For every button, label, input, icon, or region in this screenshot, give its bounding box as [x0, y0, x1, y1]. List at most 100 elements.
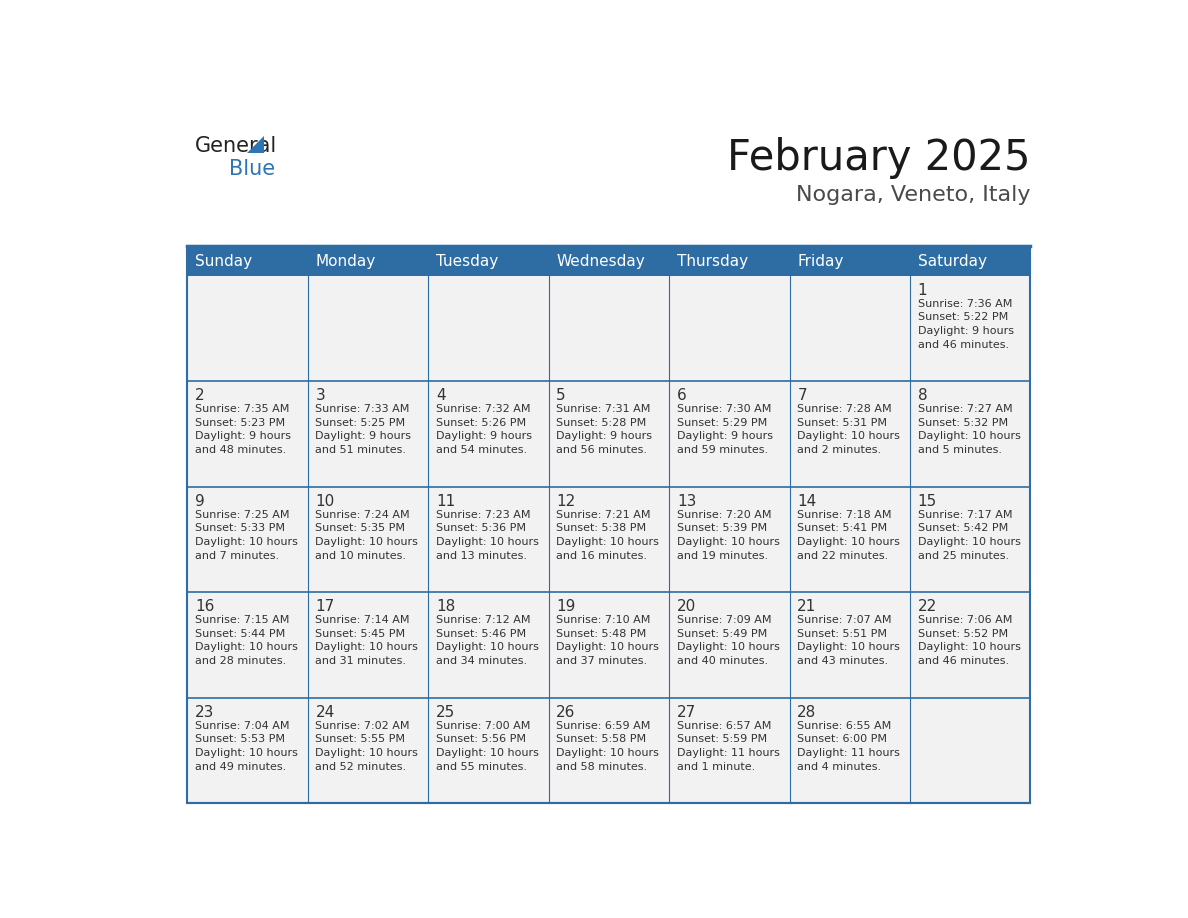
Bar	[549, 487, 669, 592]
Bar	[308, 487, 428, 592]
Text: Sunrise: 7:02 AM
Sunset: 5:55 PM
Daylight: 10 hours
and 52 minutes.: Sunrise: 7:02 AM Sunset: 5:55 PM Dayligh…	[316, 721, 418, 771]
Text: Blue: Blue	[229, 159, 276, 179]
Text: Sunrise: 7:17 AM
Sunset: 5:42 PM
Daylight: 10 hours
and 25 minutes.: Sunrise: 7:17 AM Sunset: 5:42 PM Dayligh…	[918, 509, 1020, 561]
Text: Sunrise: 7:15 AM
Sunset: 5:44 PM
Daylight: 10 hours
and 28 minutes.: Sunrise: 7:15 AM Sunset: 5:44 PM Dayligh…	[195, 615, 298, 666]
Bar	[188, 246, 1030, 275]
Text: Sunrise: 7:27 AM
Sunset: 5:32 PM
Daylight: 10 hours
and 5 minutes.: Sunrise: 7:27 AM Sunset: 5:32 PM Dayligh…	[918, 404, 1020, 455]
Text: 7: 7	[797, 388, 807, 403]
Bar	[308, 698, 428, 803]
Text: Sunrise: 7:00 AM
Sunset: 5:56 PM
Daylight: 10 hours
and 55 minutes.: Sunrise: 7:00 AM Sunset: 5:56 PM Dayligh…	[436, 721, 539, 771]
Text: 12: 12	[556, 494, 576, 509]
Text: 10: 10	[316, 494, 335, 509]
Bar	[428, 592, 549, 698]
Text: Sunrise: 7:09 AM
Sunset: 5:49 PM
Daylight: 10 hours
and 40 minutes.: Sunrise: 7:09 AM Sunset: 5:49 PM Dayligh…	[677, 615, 779, 666]
Bar	[790, 275, 910, 381]
Bar	[669, 275, 790, 381]
Text: Sunrise: 6:59 AM
Sunset: 5:58 PM
Daylight: 10 hours
and 58 minutes.: Sunrise: 6:59 AM Sunset: 5:58 PM Dayligh…	[556, 721, 659, 771]
Text: Sunrise: 7:33 AM
Sunset: 5:25 PM
Daylight: 9 hours
and 51 minutes.: Sunrise: 7:33 AM Sunset: 5:25 PM Dayligh…	[316, 404, 411, 455]
Text: 26: 26	[556, 705, 576, 720]
Text: 15: 15	[918, 494, 937, 509]
Bar	[910, 592, 1030, 698]
Text: Sunrise: 7:35 AM
Sunset: 5:23 PM
Daylight: 9 hours
and 48 minutes.: Sunrise: 7:35 AM Sunset: 5:23 PM Dayligh…	[195, 404, 291, 455]
Bar	[308, 275, 428, 381]
Text: 27: 27	[677, 705, 696, 720]
Text: 8: 8	[918, 388, 928, 403]
Text: Sunrise: 7:06 AM
Sunset: 5:52 PM
Daylight: 10 hours
and 46 minutes.: Sunrise: 7:06 AM Sunset: 5:52 PM Dayligh…	[918, 615, 1020, 666]
Bar	[188, 275, 308, 381]
Bar	[188, 698, 308, 803]
Text: Wednesday: Wednesday	[556, 253, 645, 269]
Text: Thursday: Thursday	[677, 253, 748, 269]
Text: 1: 1	[918, 283, 928, 297]
Bar	[669, 487, 790, 592]
Bar	[910, 275, 1030, 381]
Text: 11: 11	[436, 494, 455, 509]
Text: 21: 21	[797, 599, 816, 614]
Text: Sunrise: 7:32 AM
Sunset: 5:26 PM
Daylight: 9 hours
and 54 minutes.: Sunrise: 7:32 AM Sunset: 5:26 PM Dayligh…	[436, 404, 532, 455]
Text: 4: 4	[436, 388, 446, 403]
Text: 23: 23	[195, 705, 214, 720]
Text: Sunrise: 7:20 AM
Sunset: 5:39 PM
Daylight: 10 hours
and 19 minutes.: Sunrise: 7:20 AM Sunset: 5:39 PM Dayligh…	[677, 509, 779, 561]
Text: Sunrise: 7:31 AM
Sunset: 5:28 PM
Daylight: 9 hours
and 56 minutes.: Sunrise: 7:31 AM Sunset: 5:28 PM Dayligh…	[556, 404, 652, 455]
Text: 17: 17	[316, 599, 335, 614]
Text: Sunrise: 7:24 AM
Sunset: 5:35 PM
Daylight: 10 hours
and 10 minutes.: Sunrise: 7:24 AM Sunset: 5:35 PM Dayligh…	[316, 509, 418, 561]
Text: 28: 28	[797, 705, 816, 720]
Bar	[188, 381, 308, 487]
Bar	[910, 698, 1030, 803]
Text: Sunrise: 7:21 AM
Sunset: 5:38 PM
Daylight: 10 hours
and 16 minutes.: Sunrise: 7:21 AM Sunset: 5:38 PM Dayligh…	[556, 509, 659, 561]
Bar	[549, 381, 669, 487]
Bar	[549, 275, 669, 381]
Text: Sunrise: 7:14 AM
Sunset: 5:45 PM
Daylight: 10 hours
and 31 minutes.: Sunrise: 7:14 AM Sunset: 5:45 PM Dayligh…	[316, 615, 418, 666]
Text: Saturday: Saturday	[918, 253, 987, 269]
Bar	[790, 487, 910, 592]
Bar	[308, 592, 428, 698]
Text: Monday: Monday	[316, 253, 375, 269]
Text: 9: 9	[195, 494, 204, 509]
Bar	[428, 487, 549, 592]
Text: Nogara, Veneto, Italy: Nogara, Veneto, Italy	[796, 185, 1030, 205]
Text: 5: 5	[556, 388, 565, 403]
Text: Sunrise: 7:30 AM
Sunset: 5:29 PM
Daylight: 9 hours
and 59 minutes.: Sunrise: 7:30 AM Sunset: 5:29 PM Dayligh…	[677, 404, 773, 455]
Bar	[669, 698, 790, 803]
Bar	[308, 381, 428, 487]
Text: 2: 2	[195, 388, 204, 403]
Text: Sunrise: 7:07 AM
Sunset: 5:51 PM
Daylight: 10 hours
and 43 minutes.: Sunrise: 7:07 AM Sunset: 5:51 PM Dayligh…	[797, 615, 901, 666]
Text: 3: 3	[316, 388, 326, 403]
Polygon shape	[247, 137, 264, 153]
Bar	[549, 698, 669, 803]
Bar	[669, 381, 790, 487]
Text: Sunrise: 7:36 AM
Sunset: 5:22 PM
Daylight: 9 hours
and 46 minutes.: Sunrise: 7:36 AM Sunset: 5:22 PM Dayligh…	[918, 299, 1013, 350]
Text: 13: 13	[677, 494, 696, 509]
Text: Sunrise: 6:55 AM
Sunset: 6:00 PM
Daylight: 11 hours
and 4 minutes.: Sunrise: 6:55 AM Sunset: 6:00 PM Dayligh…	[797, 721, 901, 771]
Bar	[790, 381, 910, 487]
Text: 25: 25	[436, 705, 455, 720]
Text: Tuesday: Tuesday	[436, 253, 498, 269]
Text: 20: 20	[677, 599, 696, 614]
Text: 24: 24	[316, 705, 335, 720]
Text: 6: 6	[677, 388, 687, 403]
Text: General: General	[195, 136, 277, 155]
Text: Sunday: Sunday	[195, 253, 252, 269]
Text: 18: 18	[436, 599, 455, 614]
Bar	[910, 487, 1030, 592]
Text: Sunrise: 7:04 AM
Sunset: 5:53 PM
Daylight: 10 hours
and 49 minutes.: Sunrise: 7:04 AM Sunset: 5:53 PM Dayligh…	[195, 721, 298, 771]
Bar	[910, 381, 1030, 487]
Text: Sunrise: 7:12 AM
Sunset: 5:46 PM
Daylight: 10 hours
and 34 minutes.: Sunrise: 7:12 AM Sunset: 5:46 PM Dayligh…	[436, 615, 539, 666]
Text: Sunrise: 7:28 AM
Sunset: 5:31 PM
Daylight: 10 hours
and 2 minutes.: Sunrise: 7:28 AM Sunset: 5:31 PM Dayligh…	[797, 404, 901, 455]
Bar	[188, 487, 308, 592]
Text: February 2025: February 2025	[727, 137, 1030, 179]
Bar	[428, 698, 549, 803]
Text: Sunrise: 6:57 AM
Sunset: 5:59 PM
Daylight: 11 hours
and 1 minute.: Sunrise: 6:57 AM Sunset: 5:59 PM Dayligh…	[677, 721, 779, 771]
Bar	[790, 592, 910, 698]
Bar	[188, 246, 1030, 803]
Text: Sunrise: 7:23 AM
Sunset: 5:36 PM
Daylight: 10 hours
and 13 minutes.: Sunrise: 7:23 AM Sunset: 5:36 PM Dayligh…	[436, 509, 539, 561]
Text: 22: 22	[918, 599, 937, 614]
Text: 19: 19	[556, 599, 576, 614]
Bar	[549, 592, 669, 698]
Text: Sunrise: 7:25 AM
Sunset: 5:33 PM
Daylight: 10 hours
and 7 minutes.: Sunrise: 7:25 AM Sunset: 5:33 PM Dayligh…	[195, 509, 298, 561]
Bar	[428, 275, 549, 381]
Text: Sunrise: 7:18 AM
Sunset: 5:41 PM
Daylight: 10 hours
and 22 minutes.: Sunrise: 7:18 AM Sunset: 5:41 PM Dayligh…	[797, 509, 901, 561]
Text: Friday: Friday	[797, 253, 843, 269]
Text: 14: 14	[797, 494, 816, 509]
Bar	[188, 592, 308, 698]
